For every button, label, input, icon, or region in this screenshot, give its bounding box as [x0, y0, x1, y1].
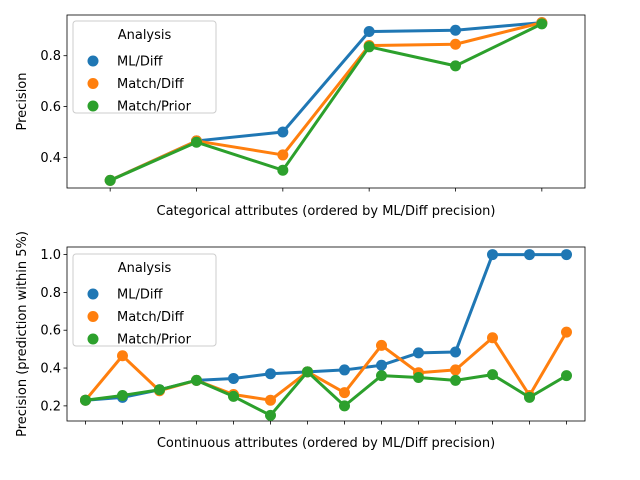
data-point-ml-diff [487, 249, 498, 261]
series-match-prior [80, 366, 572, 421]
legend: Analysis ML/Diff Match/Diff Match/Prior [72, 20, 217, 115]
data-point-match-prior [265, 409, 276, 421]
data-point-ml-diff [277, 126, 289, 138]
y-tick-label: 0.8 [40, 49, 61, 64]
legend-marker [87, 333, 99, 345]
y-tick-label: 0.4 [40, 151, 61, 166]
y-tick-label: 1.0 [40, 248, 61, 263]
data-point-match-prior [450, 60, 461, 72]
data-point-match-diff [339, 387, 350, 399]
data-point-ml-diff [376, 359, 387, 371]
data-point-ml-diff [561, 249, 572, 261]
data-point-match-prior [302, 366, 313, 378]
y-axis-label: Precision [15, 72, 30, 130]
data-point-match-prior [339, 400, 350, 412]
data-point-match-prior [154, 384, 165, 396]
data-point-match-diff [450, 38, 461, 50]
legend-entry: Match/Diff [117, 77, 185, 92]
chart-categorical: 0.4 0.6 0.8 Categorical attributes (ordered… [15, 14, 586, 219]
data-point-match-diff [117, 350, 128, 362]
series-match-prior [104, 18, 548, 186]
legend-marker [87, 100, 99, 112]
y-tick-label: 0.6 [40, 324, 61, 339]
series-line-match-prior [108, 22, 544, 182]
data-point-ml-diff [339, 364, 350, 376]
legend-marker [87, 78, 99, 89]
y-axis-label: Precision (prediction within 5%) [15, 231, 30, 437]
data-point-match-prior [80, 394, 91, 406]
chart-continuous: 0.2 0.4 0.6 0.8 1.0 Continuous attributes (or… [15, 231, 586, 451]
data-point-match-prior [450, 374, 461, 386]
legend-entry: Match/Diff [117, 310, 185, 325]
data-point-ml-diff [524, 249, 535, 261]
data-point-ml-diff [228, 372, 239, 384]
data-point-match-prior [413, 372, 424, 383]
data-point-ml-diff [450, 24, 461, 36]
legend-title: Analysis [118, 28, 172, 43]
data-point-match-diff [265, 394, 276, 406]
data-point-match-diff [376, 339, 387, 351]
data-point-match-prior [561, 370, 572, 382]
data-point-match-prior [104, 174, 116, 186]
legend-entry: Match/Prior [117, 100, 192, 115]
legend-entry: ML/Diff [117, 288, 163, 303]
data-point-match-prior [191, 136, 202, 148]
data-point-match-diff [487, 332, 498, 344]
legend-entry: Match/Prior [117, 333, 192, 348]
legend-title: Analysis [118, 261, 172, 276]
data-point-match-prior [228, 390, 239, 402]
legend-entry: ML/Diff [117, 55, 163, 70]
axes-frame [66, 14, 586, 189]
data-point-ml-diff [265, 368, 276, 380]
legend-box [72, 20, 217, 114]
data-point-ml-diff [413, 347, 424, 359]
data-point-match-prior [117, 389, 128, 401]
x-axis-label: Continuous attributes (ordered by ML/Dif… [157, 436, 495, 451]
data-point-match-diff [277, 149, 289, 161]
legend-marker [87, 288, 99, 300]
data-point-match-prior [363, 41, 375, 53]
legend-marker [87, 55, 99, 67]
legend-box [72, 253, 217, 347]
data-point-match-prior [487, 369, 498, 381]
y-tick-label: 0.4 [40, 362, 61, 377]
legend-marker [87, 311, 99, 322]
data-point-ml-diff [363, 26, 375, 38]
y-tick-label: 0.8 [40, 286, 61, 301]
y-tick-label: 0.6 [40, 100, 61, 115]
axes-frame [66, 246, 586, 422]
data-point-match-prior [376, 370, 387, 382]
x-axis-label: Categorical attributes (ordered by ML/Di… [157, 204, 496, 219]
data-point-match-prior [277, 164, 289, 176]
data-point-match-diff [450, 364, 461, 376]
data-point-match-prior [536, 18, 548, 30]
series-line-match-prior [84, 370, 568, 417]
data-point-match-prior [524, 391, 535, 403]
legend: Analysis ML/Diff Match/Diff Match/Prior [72, 253, 217, 348]
data-point-match-prior [191, 374, 202, 386]
data-point-ml-diff [450, 346, 461, 358]
y-tick-label: 0.2 [40, 399, 61, 414]
data-point-match-diff [561, 326, 572, 338]
